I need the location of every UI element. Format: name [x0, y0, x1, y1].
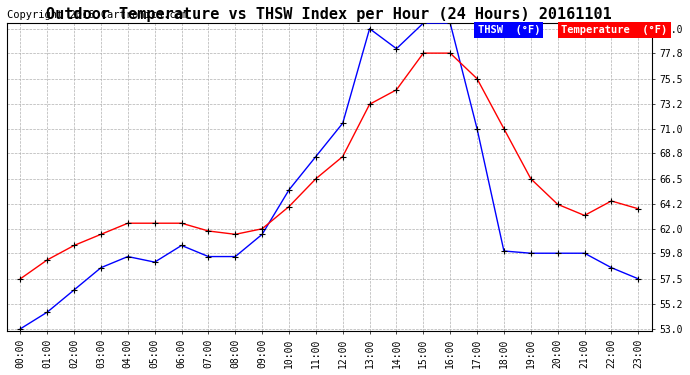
Text: Copyright 2016 Cartronics.com: Copyright 2016 Cartronics.com	[7, 10, 188, 20]
Text: THSW  (°F): THSW (°F)	[477, 25, 540, 34]
Title: Outdoor Temperature vs THSW Index per Hour (24 Hours) 20161101: Outdoor Temperature vs THSW Index per Ho…	[46, 7, 612, 22]
Text: Temperature  (°F): Temperature (°F)	[562, 25, 668, 34]
